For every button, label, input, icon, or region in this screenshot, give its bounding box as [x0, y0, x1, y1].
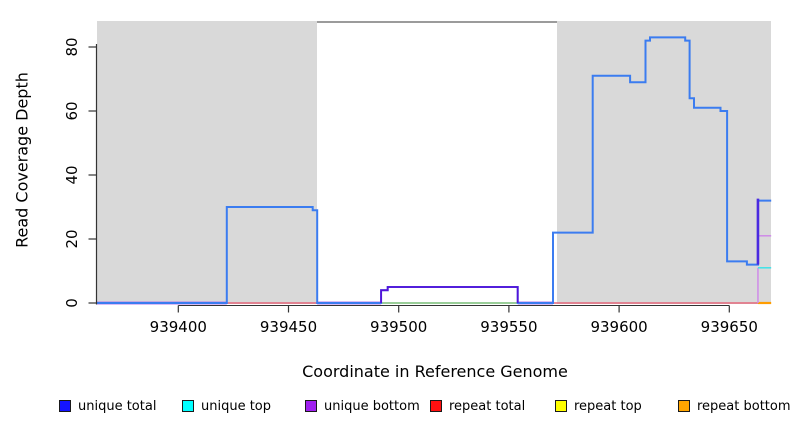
x-tick-label: 939650 — [700, 318, 758, 336]
legend-label-unique-bottom: unique bottom — [324, 398, 420, 414]
unique-total-line — [96, 36, 772, 304]
overlay-path — [380, 286, 519, 303]
y-tick-label: 40 — [63, 165, 81, 185]
legend-item-repeat-total: repeat total — [430, 398, 526, 414]
x-tick-label: 939600 — [590, 318, 648, 336]
legend-label-unique-total: unique total — [78, 398, 157, 414]
x-axis-title: Coordinate in Reference Genome — [302, 362, 568, 381]
legend-label-unique-top: unique top — [201, 398, 272, 414]
legend-swatch-repeat-top — [555, 400, 567, 412]
legend-label-repeat-top: repeat top — [574, 398, 642, 414]
legend-item-unique-total: unique total — [59, 398, 157, 414]
legend-swatch-repeat-total — [430, 400, 442, 412]
y-tick-label: 20 — [63, 229, 81, 249]
y-tick-label: 0 — [63, 298, 81, 308]
legend-swatch-repeat-bottom — [678, 400, 690, 412]
x-tick-label: 939550 — [480, 318, 538, 336]
y-tick-label: 80 — [63, 37, 81, 57]
legend-item-unique-bottom: unique bottom — [305, 398, 420, 414]
legend-swatch-unique-bottom — [305, 400, 317, 412]
legend-item-repeat-top: repeat top — [555, 398, 642, 414]
legend-label-repeat-total: repeat total — [449, 398, 526, 414]
legend-swatch-unique-top — [182, 400, 194, 412]
x-tick-label: 939500 — [370, 318, 428, 336]
x-tick-label: 939400 — [149, 318, 207, 336]
y-axis-title: Read Coverage Depth — [12, 72, 32, 248]
shaded-region-left — [96, 20, 318, 304]
legend-label-repeat-bottom: repeat bottom — [697, 398, 791, 414]
x-tick-label: 939450 — [259, 318, 318, 336]
y-tick-label: 60 — [63, 101, 81, 121]
legend-item-repeat-bottom: repeat bottom — [678, 398, 791, 414]
legend-item-unique-top: unique top — [182, 398, 272, 414]
legend-swatch-unique-total — [59, 400, 71, 412]
open-region-middle — [317, 20, 558, 304]
